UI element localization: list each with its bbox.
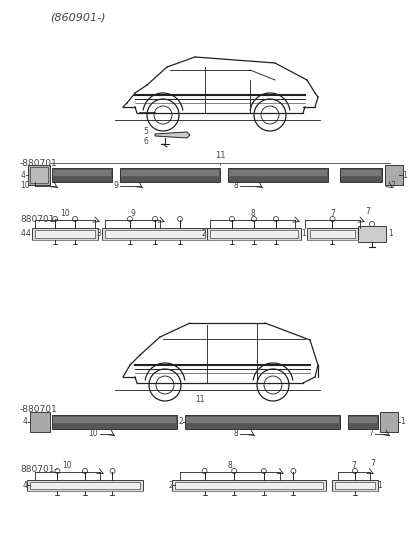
Circle shape <box>127 216 132 222</box>
Polygon shape <box>154 132 190 138</box>
Text: 6: 6 <box>143 138 147 146</box>
Bar <box>120 168 219 182</box>
Bar <box>348 417 376 423</box>
Circle shape <box>177 216 182 222</box>
Text: 10: 10 <box>20 181 30 190</box>
Text: 8: 8 <box>249 209 254 218</box>
Circle shape <box>149 369 180 401</box>
Bar <box>53 170 111 176</box>
Bar <box>32 228 98 240</box>
Bar <box>306 228 357 240</box>
Circle shape <box>52 216 57 222</box>
Text: 10: 10 <box>88 429 98 438</box>
Bar <box>309 230 354 238</box>
Bar <box>30 482 140 489</box>
Text: 3: 3 <box>96 230 101 238</box>
Bar <box>27 480 142 491</box>
Text: 7: 7 <box>351 461 356 470</box>
Circle shape <box>329 216 334 222</box>
Text: 1: 1 <box>399 417 404 427</box>
Text: 4: 4 <box>23 417 28 427</box>
Bar <box>357 226 385 242</box>
Bar <box>206 228 300 240</box>
Text: 11: 11 <box>214 151 225 160</box>
Text: 4: 4 <box>23 480 28 490</box>
Bar <box>171 480 325 491</box>
Text: 8: 8 <box>233 181 237 190</box>
Bar <box>53 417 176 423</box>
Bar <box>334 482 374 489</box>
Text: 7: 7 <box>367 429 372 438</box>
Text: 1: 1 <box>387 230 392 238</box>
Circle shape <box>82 469 87 473</box>
Bar <box>30 167 48 183</box>
Circle shape <box>55 469 60 473</box>
Text: 1: 1 <box>376 480 381 490</box>
Text: 2: 2 <box>178 417 183 427</box>
Bar <box>228 168 327 182</box>
Circle shape <box>273 216 278 222</box>
Bar <box>379 412 397 432</box>
Text: 4: 4 <box>26 230 31 238</box>
Bar <box>228 170 326 176</box>
Bar <box>347 415 377 429</box>
Bar <box>52 415 177 429</box>
Circle shape <box>72 216 77 222</box>
Bar <box>52 168 112 182</box>
Bar <box>102 228 207 240</box>
Circle shape <box>261 469 266 473</box>
Circle shape <box>231 469 236 473</box>
Bar <box>185 417 338 423</box>
Text: 4: 4 <box>21 230 26 238</box>
Bar <box>185 415 339 429</box>
Text: 7: 7 <box>370 459 375 468</box>
Circle shape <box>290 469 295 473</box>
Circle shape <box>229 216 234 222</box>
Text: 8: 8 <box>233 429 237 438</box>
Text: 7: 7 <box>365 207 370 216</box>
Circle shape <box>152 216 157 222</box>
Bar <box>209 230 297 238</box>
Text: -880701: -880701 <box>20 406 57 414</box>
Bar <box>339 168 381 182</box>
Text: 880701-: 880701- <box>20 465 57 475</box>
Bar <box>340 170 380 176</box>
Text: 4: 4 <box>21 171 26 180</box>
Text: 880701-: 880701- <box>20 216 57 224</box>
Text: -880701: -880701 <box>20 159 57 167</box>
Text: 9: 9 <box>113 181 118 190</box>
Circle shape <box>369 222 374 226</box>
Bar <box>35 230 95 238</box>
Circle shape <box>202 469 206 473</box>
Text: 8: 8 <box>227 461 232 470</box>
Text: 1: 1 <box>401 171 406 180</box>
Bar <box>121 170 218 176</box>
Circle shape <box>351 469 357 473</box>
Circle shape <box>110 469 115 473</box>
Text: 1: 1 <box>301 230 305 238</box>
Circle shape <box>256 369 288 401</box>
Bar <box>331 480 377 491</box>
Bar <box>175 482 322 489</box>
Text: 7: 7 <box>329 209 334 218</box>
Text: 5: 5 <box>143 126 147 136</box>
Bar <box>105 230 204 238</box>
Text: 2: 2 <box>168 480 173 490</box>
Text: 11: 11 <box>195 395 204 404</box>
Text: 7: 7 <box>389 181 394 190</box>
Circle shape <box>254 99 285 131</box>
Text: 2: 2 <box>201 230 206 238</box>
Bar <box>28 165 50 185</box>
Text: 9: 9 <box>130 209 135 218</box>
Circle shape <box>147 99 178 131</box>
Bar <box>30 412 50 432</box>
Circle shape <box>251 216 256 222</box>
Text: 10: 10 <box>60 209 70 218</box>
Text: (860901-): (860901-) <box>50 13 105 23</box>
Text: 10: 10 <box>62 461 72 470</box>
Bar <box>384 165 402 185</box>
